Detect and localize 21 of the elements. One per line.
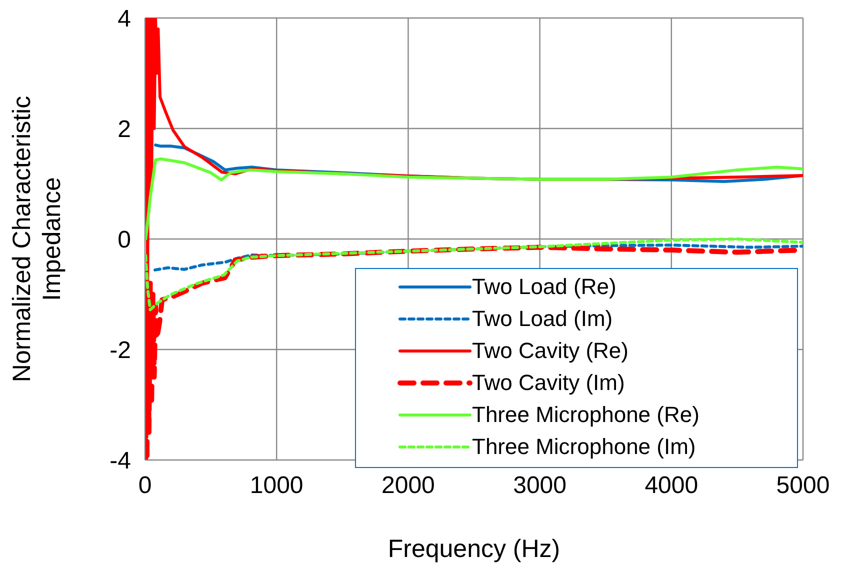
y-axis-title: Normalized Characteristic Impedance xyxy=(8,96,66,382)
y-tick-label: -4 xyxy=(110,448,131,475)
x-tick-label: 0 xyxy=(138,472,152,500)
legend-label: Two Cavity (Re) xyxy=(472,338,628,364)
x-tick-label: 1000 xyxy=(250,472,304,500)
x-tick-label: 2000 xyxy=(382,472,435,500)
x-axis-title: Frequency (Hz) xyxy=(388,535,560,563)
x-tick-label: 3000 xyxy=(513,472,566,500)
y-tick-label: 2 xyxy=(118,116,131,144)
x-tick-label: 5000 xyxy=(776,472,830,500)
legend-label: Three Microphone (Im) xyxy=(472,434,696,460)
legend-label: Two Load (Re) xyxy=(472,274,616,300)
y-tick-label: 0 xyxy=(118,226,131,254)
line-series xyxy=(145,157,803,240)
legend-label: Two Load (Im) xyxy=(472,306,613,332)
legend-label: Three Microphone (Re) xyxy=(472,402,700,428)
legend-label: Two Cavity (Im) xyxy=(472,370,625,396)
y-tick-label: -2 xyxy=(110,337,131,364)
line-series xyxy=(145,238,803,312)
y-tick-label: 4 xyxy=(118,6,131,33)
x-tick-label: 4000 xyxy=(644,472,698,500)
